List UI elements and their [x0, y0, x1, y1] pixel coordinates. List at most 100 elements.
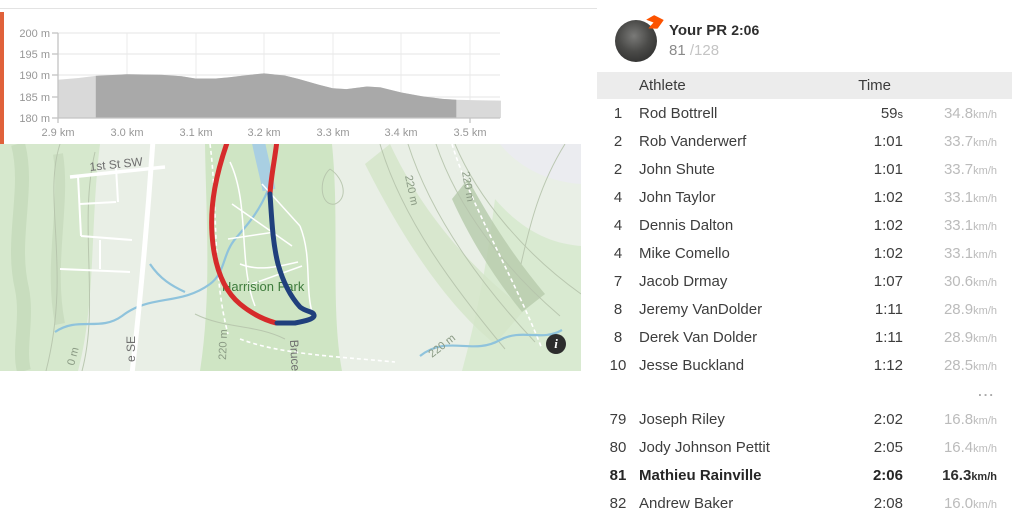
- time-cell: 1:01: [873, 132, 903, 150]
- athlete-name-cell: Jacob Drmay: [639, 272, 728, 290]
- chart-axes: [52, 32, 500, 123]
- your-pr-time: 2:06: [731, 22, 760, 38]
- map-route-red: [209, 144, 279, 326]
- table-row[interactable]: 8 Jeremy VanDolder 1:11 28.9km/h: [597, 295, 1012, 323]
- svg-text:195 m: 195 m: [19, 49, 50, 61]
- rank-cell: 4: [613, 188, 623, 206]
- speed-cell: 34.8km/h: [943, 104, 997, 122]
- svg-text:3.1 km: 3.1 km: [179, 127, 212, 139]
- speed-cell: 33.7km/h: [943, 132, 997, 150]
- athlete-name-cell: Jesse Buckland: [639, 356, 745, 374]
- athlete-name-cell: Rod Bottrell: [639, 104, 718, 122]
- table-row[interactable]: 2 Rob Vanderwerf 1:01 33.7km/h: [597, 127, 1012, 155]
- athlete-name-cell: Rob Vanderwerf: [639, 132, 747, 150]
- svg-text:3.0 km: 3.0 km: [110, 127, 143, 139]
- speed-cell: 28.9km/h: [943, 300, 997, 318]
- table-row[interactable]: 4 John Taylor 1:02 33.1km/h: [597, 183, 1012, 211]
- table-row[interactable]: 10 Jesse Buckland 1:12 28.5km/h: [597, 351, 1012, 379]
- speed-cell: 16.3km/h: [942, 466, 997, 484]
- rank-cell: 4: [613, 216, 623, 234]
- athlete-name-cell: Mike Comello: [639, 244, 730, 262]
- svg-text:180 m: 180 m: [19, 113, 50, 125]
- your-pr-header: Your PR 2:06 81 /128: [597, 9, 1012, 72]
- rank-cell: 2: [613, 132, 623, 150]
- rank-cell: 80: [609, 438, 627, 456]
- athlete-name-cell: Mathieu Rainville: [639, 466, 762, 484]
- map-label-contour: 0 m: [65, 346, 81, 367]
- your-rank: 81: [669, 42, 686, 59]
- table-row[interactable]: 81 Mathieu Rainville 2:06 16.3km/h: [597, 461, 1012, 489]
- map-labels: 1st St SW Harrision Park 220 m 220 m 220…: [65, 154, 476, 371]
- top-divider: [0, 8, 1012, 9]
- speed-cell: 33.7km/h: [943, 160, 997, 178]
- athlete-name-cell: John Taylor: [639, 188, 716, 206]
- map-label-contour: 220 m: [459, 170, 476, 202]
- your-pr-label: Your PR: [669, 22, 728, 39]
- svg-text:185 m: 185 m: [19, 92, 50, 104]
- time-cell: 1:01: [873, 160, 903, 178]
- elevation-area-highlight: [95, 73, 457, 118]
- athlete-name-cell: Dennis Dalton: [639, 216, 734, 234]
- y-axis-labels: 200 m 195 m 190 m 185 m 180 m: [19, 28, 50, 125]
- avatar[interactable]: [615, 20, 657, 62]
- your-pr-line: Your PR 2:06: [669, 22, 759, 39]
- athlete-name-cell: Jody Johnson Pettit: [639, 438, 770, 456]
- map-info-icon[interactable]: i: [546, 334, 566, 354]
- your-rank-line: 81 /128: [669, 42, 759, 59]
- rank-cell: 1: [613, 104, 623, 122]
- time-cell: 1:02: [873, 188, 903, 206]
- achievement-arrow-icon: [646, 13, 666, 31]
- speed-cell: 33.1km/h: [943, 216, 997, 234]
- table-row[interactable]: 4 Dennis Dalton 1:02 33.1km/h: [597, 211, 1012, 239]
- svg-text:3.5 km: 3.5 km: [453, 127, 486, 139]
- map-label-park: Harrision Park: [222, 279, 305, 294]
- route-map[interactable]: 1st St SW Harrision Park 220 m 220 m 220…: [0, 144, 581, 371]
- speed-cell: 16.8km/h: [943, 410, 997, 428]
- table-row[interactable]: 80 Jody Johnson Pettit 2:05 16.4km/h: [597, 433, 1012, 461]
- map-label-street: 1st St SW: [89, 154, 144, 174]
- speed-cell: 33.1km/h: [943, 188, 997, 206]
- time-cell: 1:12: [873, 356, 903, 374]
- time-cell: 2:05: [873, 438, 903, 456]
- time-cell: 1:02: [873, 216, 903, 234]
- svg-text:190 m: 190 m: [19, 70, 50, 82]
- map-label-contour: 220 m: [217, 329, 230, 360]
- rank-cell: 82: [609, 494, 627, 512]
- athlete-name-cell: Joseph Riley: [639, 410, 725, 428]
- speed-cell: 16.0km/h: [943, 494, 997, 512]
- segment-leaderboard: Your PR 2:06 81 /128 Athlete Time 1 Rod B…: [597, 0, 1012, 520]
- time-cell: 1:11: [874, 328, 903, 346]
- speed-cell: 16.4km/h: [943, 438, 997, 456]
- rank-cell: 8: [613, 300, 623, 318]
- time-cell: 59s: [880, 104, 903, 122]
- table-row[interactable]: 1 Rod Bottrell 59s 34.8km/h: [597, 99, 1012, 127]
- table-row[interactable]: 79 Joseph Riley 2:02 16.8km/h: [597, 405, 1012, 433]
- rank-cell: 2: [613, 160, 623, 178]
- athlete-name-cell: John Shute: [639, 160, 715, 178]
- time-cell: 1:07: [873, 272, 903, 290]
- table-row[interactable]: 7 Jacob Drmay 1:07 30.6km/h: [597, 267, 1012, 295]
- table-row[interactable]: 82 Andrew Baker 2:08 16.0km/h: [597, 489, 1012, 517]
- svg-text:2.9 km: 2.9 km: [41, 127, 74, 139]
- map-contours: [45, 144, 581, 371]
- athlete-name-cell: Jeremy VanDolder: [639, 300, 763, 318]
- svg-text:200 m: 200 m: [19, 28, 50, 40]
- map-trails: [209, 144, 543, 363]
- elevation-chart: 200 m 195 m 190 m 185 m 180 m 2.9 km 3.0…: [19, 28, 501, 139]
- total-athletes: /128: [689, 42, 720, 59]
- time-column-header: Time: [858, 77, 891, 94]
- table-row[interactable]: 2 John Shute 1:01 33.7km/h: [597, 155, 1012, 183]
- svg-text:3.4 km: 3.4 km: [384, 127, 417, 139]
- speed-cell: 33.1km/h: [943, 244, 997, 262]
- map-roads: [59, 144, 313, 371]
- table-row[interactable]: 8 Derek Van Dolder 1:11 28.9km/h: [597, 323, 1012, 351]
- rank-cell: 8: [613, 328, 623, 346]
- table-header-row: Athlete Time: [597, 72, 1012, 99]
- time-cell: 2:06: [872, 466, 903, 484]
- rank-cell: 10: [609, 356, 627, 374]
- map-label-street: e SE: [124, 336, 138, 362]
- table-row[interactable]: 4 Mike Comello 1:02 33.1km/h: [597, 239, 1012, 267]
- athlete-column-header: Athlete: [639, 77, 686, 94]
- svg-text:3.3 km: 3.3 km: [316, 127, 349, 139]
- time-cell: 1:11: [874, 300, 903, 318]
